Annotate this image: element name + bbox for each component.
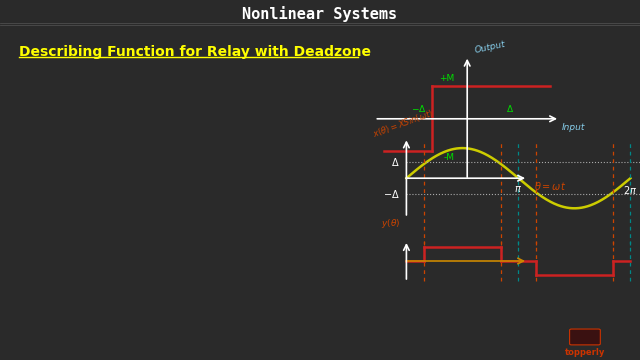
- Text: -M: -M: [444, 153, 454, 162]
- Text: $\pi$: $\pi$: [515, 184, 522, 194]
- FancyBboxPatch shape: [570, 329, 600, 345]
- Text: $y(\theta)$: $y(\theta)$: [381, 217, 400, 230]
- Text: $x(\theta) = X Sin(\omega t)$: $x(\theta) = X Sin(\omega t)$: [371, 107, 435, 140]
- Text: Describing Function for Relay with Deadzone: Describing Function for Relay with Deadz…: [19, 45, 371, 59]
- Text: +M: +M: [439, 74, 454, 83]
- Text: Nonlinear Systems: Nonlinear Systems: [243, 6, 397, 22]
- Text: $\theta = \omega t$: $\theta = \omega t$: [534, 180, 566, 192]
- Text: $-\Delta$: $-\Delta$: [412, 103, 427, 114]
- Text: topperly: topperly: [564, 348, 605, 357]
- Text: $-\Delta$: $-\Delta$: [383, 188, 400, 200]
- Text: $\Delta$: $\Delta$: [506, 103, 514, 114]
- Text: Input: Input: [562, 123, 586, 132]
- Text: Output: Output: [474, 39, 506, 55]
- Text: $\Delta$: $\Delta$: [392, 156, 400, 168]
- Text: $2\pi$: $2\pi$: [623, 184, 637, 195]
